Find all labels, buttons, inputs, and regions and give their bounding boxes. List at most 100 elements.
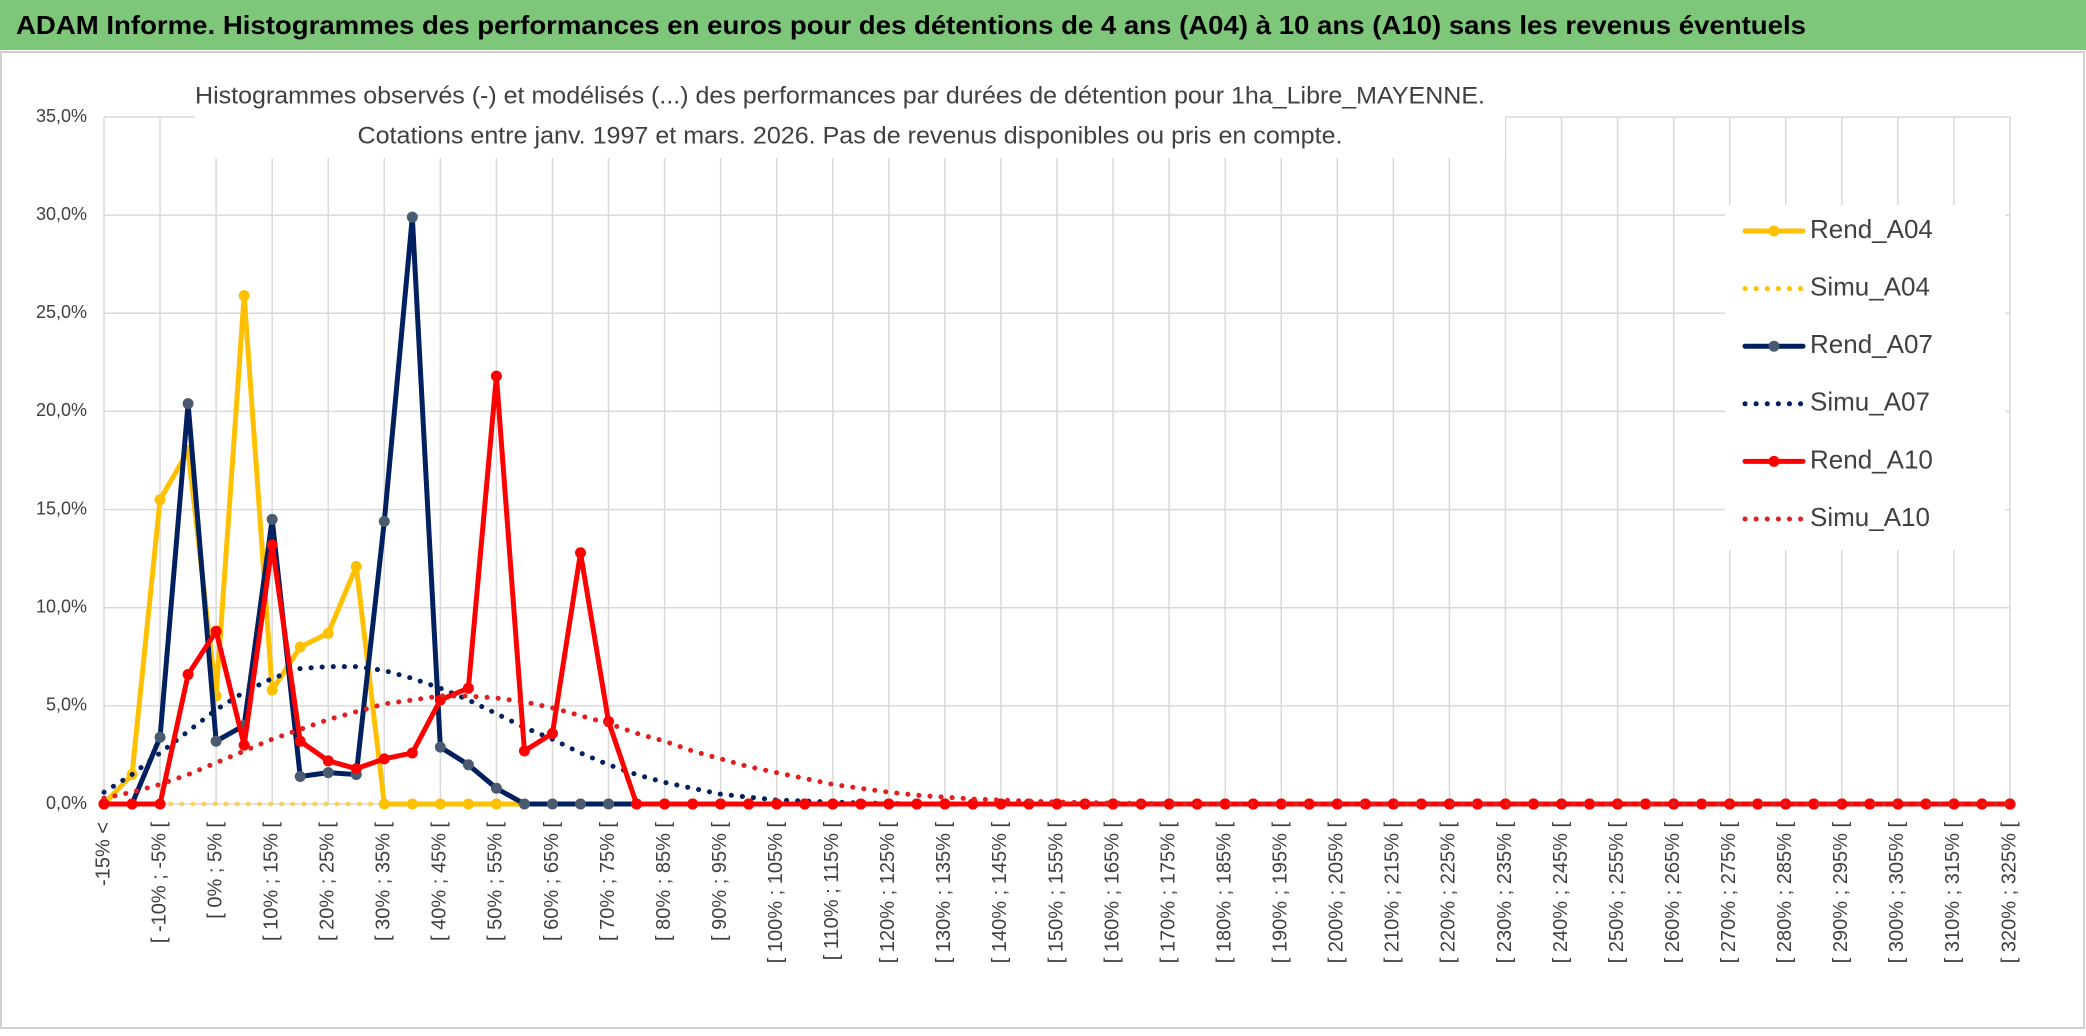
x-tick-label: [ 260% ; 265% [: [1662, 822, 1684, 964]
data-point: [490, 370, 502, 382]
x-tick-label: [ 10% ; 15% [: [260, 822, 282, 941]
x-tick-label: [ 120% ; 125% [: [877, 822, 899, 964]
data-point: [1808, 798, 1820, 810]
data-point: [1584, 798, 1596, 810]
legend-label: Simu_A04: [1810, 271, 1930, 301]
legend-label: Rend_A04: [1810, 214, 1933, 244]
x-tick-label: [ 40% ; 45% [: [429, 822, 451, 941]
data-point: [1219, 798, 1231, 810]
data-point: [322, 755, 334, 767]
data-point: [266, 539, 278, 551]
x-tick-label: [ 190% ; 195% [: [1270, 822, 1292, 964]
x-tick-label: [ 250% ; 255% [: [1606, 822, 1628, 964]
x-tick-label: [ 50% ; 55% [: [485, 822, 507, 941]
data-point: [462, 682, 474, 694]
data-point: [126, 798, 138, 810]
x-tick-label: [ 300% ; 305% [: [1886, 822, 1908, 964]
x-tick-label: [ 220% ; 225% [: [1438, 822, 1460, 964]
y-tick-label: 20,0%: [36, 400, 87, 420]
data-point: [294, 735, 306, 747]
data-point: [266, 684, 278, 696]
data-point: [210, 625, 222, 637]
title-box: [195, 78, 1505, 158]
data-point: [210, 735, 222, 747]
x-tick-label: [ 170% ; 175% [: [1157, 822, 1179, 964]
data-point: [378, 515, 390, 527]
data-point: [1359, 798, 1371, 810]
data-point: [1163, 798, 1175, 810]
data-point: [98, 798, 110, 810]
data-point: [911, 798, 923, 810]
series-line: [101, 693, 2013, 807]
legend-label: Simu_A07: [1810, 387, 1930, 417]
data-point: [715, 798, 727, 810]
x-tick-label: [ 110% ; 115% [: [821, 822, 843, 961]
x-tick-label: [ 230% ; 235% [: [1494, 822, 1516, 964]
data-point: [322, 627, 334, 639]
data-point: [855, 798, 867, 810]
data-point: [799, 798, 811, 810]
data-point: [490, 798, 502, 810]
x-tick-label: [ 270% ; 275% [: [1718, 822, 1740, 964]
legend-marker: [1768, 340, 1780, 352]
data-point: [1640, 798, 1652, 810]
data-point: [743, 798, 755, 810]
x-tick-label: [ 60% ; 65% [: [541, 822, 563, 941]
data-point: [154, 798, 166, 810]
data-point: [518, 745, 530, 757]
data-point: [883, 798, 895, 810]
y-tick-label: 15,0%: [36, 498, 87, 518]
x-tick-label: [ 140% ; 145% [: [989, 822, 1011, 964]
data-point: [771, 798, 783, 810]
data-point: [322, 767, 334, 779]
data-point: [378, 753, 390, 765]
y-tick-label: 30,0%: [36, 204, 87, 224]
chart-subtitle: Cotations entre janv. 1997 et mars. 2026…: [358, 122, 1343, 149]
x-tick-label: [ 200% ; 205% [: [1326, 822, 1348, 964]
x-tick-label: [ 80% ; 85% [: [653, 822, 675, 941]
data-point: [631, 798, 643, 810]
data-point: [1696, 798, 1708, 810]
data-point: [406, 747, 418, 759]
data-point: [1471, 798, 1483, 810]
data-point: [294, 771, 306, 783]
chart-border: [0, 51, 2085, 1029]
data-point: [294, 641, 306, 653]
data-point: [575, 547, 586, 559]
data-point: [1948, 798, 1960, 810]
legend-label: Rend_A10: [1810, 444, 1933, 474]
y-tick-label: 35,0%: [36, 106, 87, 126]
data-point: [182, 668, 194, 680]
data-point: [687, 798, 699, 810]
data-point: [1752, 798, 1764, 810]
chart-title: Histogrammes observés (-) et modélisés (…: [195, 82, 1485, 109]
x-tick-label: [ 70% ; 75% [: [597, 822, 619, 941]
data-point: [1331, 798, 1343, 810]
x-tick-label: [ -10% ; -5% [: [148, 822, 170, 944]
y-tick-label: 25,0%: [36, 302, 87, 322]
data-point: [939, 798, 951, 810]
data-point: [350, 763, 362, 775]
data-point: [1415, 798, 1427, 810]
data-point: [238, 739, 250, 751]
x-tick-label: [ 100% ; 105% [: [765, 822, 787, 964]
data-point: [1107, 798, 1119, 810]
x-tick-label: -15% <: [92, 822, 114, 886]
data-point: [182, 398, 194, 410]
data-point: [575, 798, 586, 810]
legend-marker: [1768, 455, 1780, 467]
y-tick-label: 0,0%: [46, 793, 87, 813]
x-tick-label: [ 30% ; 35% [: [373, 822, 395, 941]
data-point: [2004, 798, 2016, 810]
x-tick-label: [ 150% ; 155% [: [1045, 822, 1067, 964]
data-point: [1528, 798, 1539, 810]
data-point: [603, 798, 615, 810]
data-point: [967, 798, 979, 810]
data-point: [350, 560, 362, 572]
legend-marker: [1768, 225, 1780, 237]
x-tick-label: [ 20% ; 25% [: [317, 822, 339, 941]
x-tick-label: [ 130% ; 135% [: [933, 822, 955, 964]
data-point: [1275, 798, 1287, 810]
data-point: [546, 727, 558, 739]
